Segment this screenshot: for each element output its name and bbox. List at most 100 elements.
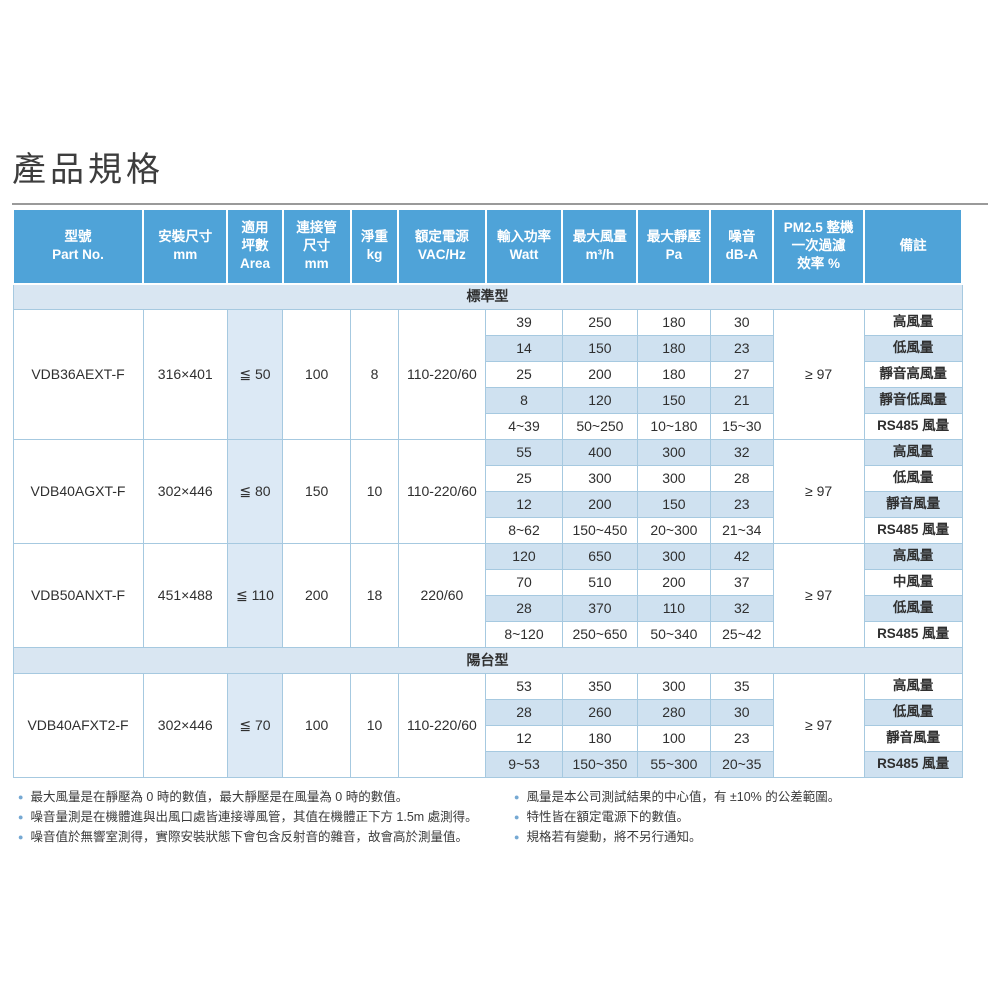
bullet-icon: ● bbox=[514, 832, 520, 843]
cell-noise: 23 bbox=[709, 491, 774, 519]
cell-noise: 32 bbox=[709, 595, 774, 623]
section-band-label: 標準型 bbox=[12, 283, 963, 311]
table-row: 4~39 50~250 10~180 15~30 RS485 風量 bbox=[13, 413, 963, 441]
cell-note: 高風量 bbox=[863, 673, 963, 701]
cell-airflow: 260 bbox=[561, 699, 638, 727]
footnote-text: 規格若有變動，將不另行通知。 bbox=[526, 830, 702, 845]
cell-duct-size: 150 bbox=[281, 439, 352, 545]
cell-pm25: ≥ 97 bbox=[772, 543, 865, 649]
cell-area: ≦ 70 bbox=[226, 673, 284, 779]
cell-part-no: VDB50ANXT-F bbox=[12, 543, 144, 649]
footnote-text: 特性皆在額定電源下的數值。 bbox=[526, 810, 689, 825]
column-header-10: PM2.5 整機 一次過濾 效率 % bbox=[772, 207, 866, 285]
cell-watt: 8~62 bbox=[485, 517, 563, 545]
cell-noise: 32 bbox=[709, 439, 774, 467]
cell-watt: 70 bbox=[485, 569, 563, 597]
cell-note: 高風量 bbox=[863, 309, 963, 337]
spec-page: 產品規格 型號 Part No. 安裝尺寸 mm 適用 坪數 Area 連接管 尺寸 … bbox=[11, 151, 988, 847]
cell-duct-size: 100 bbox=[281, 673, 352, 779]
cell-duct-size: 200 bbox=[281, 543, 352, 649]
cell-note: 高風量 bbox=[863, 439, 963, 467]
cell-airflow: 370 bbox=[561, 595, 638, 623]
cell-weight: 10 bbox=[350, 673, 399, 779]
column-header-9: 噪音 dB-A bbox=[709, 207, 775, 285]
column-header-7: 最大風量 m³/h bbox=[561, 207, 639, 285]
cell-noise: 21~34 bbox=[709, 517, 774, 545]
cell-note: RS485 風量 bbox=[863, 751, 963, 779]
table-row: 12 180 100 23 靜音風量 bbox=[13, 725, 963, 753]
cell-pm25: ≥ 97 bbox=[772, 673, 865, 779]
cell-watt: 55 bbox=[485, 439, 563, 467]
cell-watt: 12 bbox=[485, 725, 563, 753]
footnote-item: ● 噪音值於無響室測得，實際安裝狀態下會包含反射音的雜音，故會高於測量值。 bbox=[12, 827, 508, 847]
cell-pressure: 150 bbox=[636, 491, 711, 519]
table-row: 25 300 300 28 低風量 bbox=[13, 465, 963, 493]
cell-pressure: 10~180 bbox=[636, 413, 711, 441]
cell-airflow: 300 bbox=[561, 465, 638, 493]
section-band-label: 陽台型 bbox=[12, 647, 963, 675]
column-header-8: 最大靜壓 Pa bbox=[636, 207, 712, 285]
cell-airflow: 150 bbox=[561, 335, 638, 363]
cell-watt: 25 bbox=[485, 465, 563, 493]
page-title: 產品規格 bbox=[12, 151, 164, 189]
footnote-item: ● 風量是本公司測試結果的中心值，有 ±10% 的公差範圍。 bbox=[508, 787, 988, 807]
column-header-0: 型號 Part No. bbox=[11, 207, 145, 285]
cell-watt: 4~39 bbox=[485, 413, 563, 441]
cell-airflow: 180 bbox=[561, 725, 638, 753]
cell-watt: 53 bbox=[485, 673, 563, 701]
bullet-icon: ● bbox=[18, 812, 24, 823]
cell-noise: 27 bbox=[709, 361, 774, 389]
cell-watt: 9~53 bbox=[485, 751, 563, 779]
cell-pressure: 280 bbox=[636, 699, 711, 727]
footnotes-right: ● 風量是本公司測試結果的中心值，有 ±10% 的公差範圍。 ● 特性皆在額定電源下的… bbox=[508, 787, 988, 847]
cell-noise: 28 bbox=[709, 465, 774, 493]
bullet-icon: ● bbox=[514, 812, 520, 823]
cell-pressure: 180 bbox=[636, 335, 711, 363]
cell-pressure: 300 bbox=[636, 465, 711, 493]
cell-note: 低風量 bbox=[863, 465, 963, 493]
cell-note: RS485 風量 bbox=[863, 517, 963, 545]
column-header-5: 額定電源 VAC/Hz bbox=[397, 207, 487, 285]
cell-watt: 8 bbox=[485, 387, 563, 415]
spec-table-head: 型號 Part No. 安裝尺寸 mm 適用 坪數 Area 連接管 尺寸 mm 淨重 … bbox=[11, 207, 963, 285]
cell-note: 低風量 bbox=[863, 595, 963, 623]
cell-watt: 25 bbox=[485, 361, 563, 389]
cell-pressure: 180 bbox=[636, 309, 711, 337]
cell-duct-size: 100 bbox=[281, 309, 352, 441]
cell-airflow: 120 bbox=[561, 387, 638, 415]
cell-noise: 23 bbox=[709, 725, 774, 753]
cell-pressure: 300 bbox=[636, 543, 711, 571]
cell-pressure: 180 bbox=[636, 361, 711, 389]
footnote-text: 噪音值於無響室測得，實際安裝狀態下會包含反射音的雜音，故會高於測量值。 bbox=[30, 830, 468, 845]
table-row: 25 200 180 27 靜音高風量 bbox=[13, 361, 963, 389]
footnotes-left: ● 最大風量是在靜壓為 0 時的數值，最大靜壓是在風量為 0 時的數值。 ● 噪音量測… bbox=[12, 787, 508, 847]
cell-pm25: ≥ 97 bbox=[772, 309, 865, 441]
footnotes: ● 最大風量是在靜壓為 0 時的數值，最大靜壓是在風量為 0 時的數值。 ● 噪音量測… bbox=[12, 787, 988, 847]
section-band-row: 標準型 bbox=[12, 283, 963, 311]
footnote-text: 風量是本公司測試結果的中心值，有 ±10% 的公差範圍。 bbox=[526, 790, 841, 805]
cell-power: 110-220/60 bbox=[397, 673, 487, 779]
footnote-text: 噪音量測是在機體進與出風口處皆連接導風管，其值在機體正下方 1.5m 處測得。 bbox=[30, 810, 478, 825]
table-row: 28 260 280 30 低風量 bbox=[13, 699, 963, 727]
cell-airflow: 350 bbox=[561, 673, 638, 701]
cell-airflow: 50~250 bbox=[561, 413, 638, 441]
table-row: 9~53 150~350 55~300 20~35 RS485 風量 bbox=[13, 751, 963, 779]
cell-noise: 20~35 bbox=[709, 751, 774, 779]
cell-watt: 28 bbox=[485, 595, 563, 623]
table-row: VDB36AEXT-F 316×401 ≦ 50 100 8 110-220/60 39 25… bbox=[12, 309, 963, 441]
header-row: 型號 Part No. 安裝尺寸 mm 適用 坪數 Area 連接管 尺寸 mm 淨重 … bbox=[11, 207, 963, 285]
cell-note: 靜音風量 bbox=[863, 491, 963, 519]
cell-airflow: 200 bbox=[561, 491, 638, 519]
cell-part-no: VDB40AGXT-F bbox=[12, 439, 144, 545]
cell-watt: 28 bbox=[485, 699, 563, 727]
cell-install-size: 451×488 bbox=[142, 543, 228, 649]
cell-weight: 8 bbox=[350, 309, 399, 441]
table-row: 8~120 250~650 50~340 25~42 RS485 風量 bbox=[13, 621, 963, 649]
table-row: 8~62 150~450 20~300 21~34 RS485 風量 bbox=[13, 517, 963, 545]
cell-note: 靜音風量 bbox=[863, 725, 963, 753]
cell-noise: 15~30 bbox=[709, 413, 774, 441]
cell-airflow: 650 bbox=[561, 543, 638, 571]
column-header-6: 輸入功率 Watt bbox=[484, 207, 564, 285]
title-divider bbox=[12, 202, 988, 205]
cell-pressure: 50~340 bbox=[636, 621, 711, 649]
